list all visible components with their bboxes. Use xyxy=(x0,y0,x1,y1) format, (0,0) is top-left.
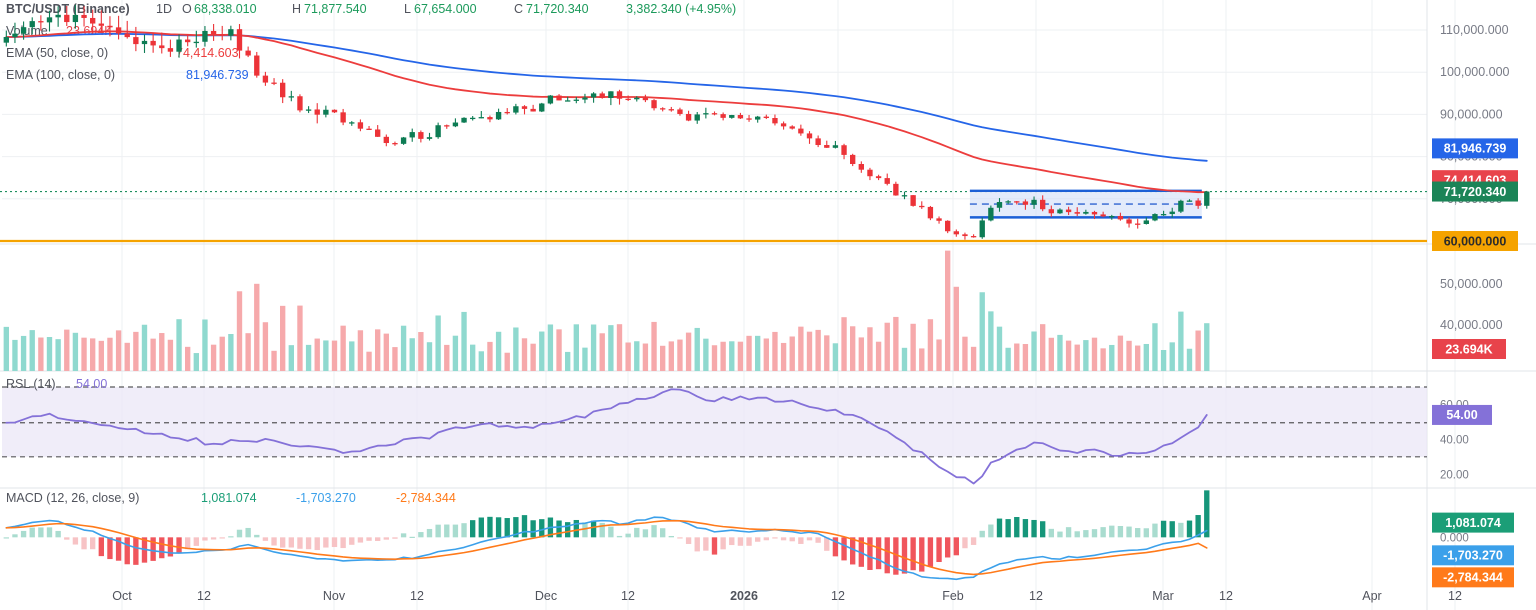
svg-text:12: 12 xyxy=(1029,589,1043,603)
svg-text:60,000.000: 60,000.000 xyxy=(1444,234,1507,248)
svg-text:81,946.739: 81,946.739 xyxy=(1444,142,1507,156)
svg-text:50,000.000: 50,000.000 xyxy=(1440,277,1503,291)
svg-text:-2,784.344: -2,784.344 xyxy=(1443,571,1503,585)
svg-text:100,000.000: 100,000.000 xyxy=(1440,65,1510,79)
svg-text:74,414.603: 74,414.603 xyxy=(176,46,239,60)
svg-text:12: 12 xyxy=(1448,589,1462,603)
svg-text:O: O xyxy=(182,2,192,16)
svg-text:68,338.010: 68,338.010 xyxy=(194,2,257,16)
svg-text:Dec: Dec xyxy=(535,589,557,603)
svg-text:1D: 1D xyxy=(156,2,172,16)
svg-text:C: C xyxy=(514,2,523,16)
svg-text:L: L xyxy=(404,2,411,16)
svg-text:54.00: 54.00 xyxy=(76,377,107,391)
svg-text:MACD (12, 26, close, 9): MACD (12, 26, close, 9) xyxy=(6,491,139,505)
svg-text:RSL (14): RSL (14) xyxy=(6,377,56,391)
svg-text:3,382.340 (+4.95%): 3,382.340 (+4.95%) xyxy=(626,2,736,16)
svg-text:Nov: Nov xyxy=(323,589,346,603)
svg-text:EMA (50, close, 0): EMA (50, close, 0) xyxy=(6,46,108,60)
svg-text:Oct: Oct xyxy=(112,589,132,603)
svg-text:12: 12 xyxy=(621,589,635,603)
svg-text:71,877.540: 71,877.540 xyxy=(304,2,367,16)
svg-text:2026: 2026 xyxy=(730,589,758,603)
svg-text:12: 12 xyxy=(831,589,845,603)
svg-text:71,720.340: 71,720.340 xyxy=(1444,185,1507,199)
svg-text:20.00: 20.00 xyxy=(1440,469,1469,481)
svg-text:12: 12 xyxy=(410,589,424,603)
svg-text:81,946.739: 81,946.739 xyxy=(186,68,249,82)
svg-text:BTC/USDT (Binance): BTC/USDT (Binance) xyxy=(6,2,130,16)
svg-text:Feb: Feb xyxy=(942,589,964,603)
svg-text:-1,703.270: -1,703.270 xyxy=(296,491,356,505)
svg-text:1,081.074: 1,081.074 xyxy=(1445,516,1501,530)
svg-text:90,000.000: 90,000.000 xyxy=(1440,107,1503,121)
svg-text:110,000.000: 110,000.000 xyxy=(1440,23,1509,37)
svg-text:67,654.000: 67,654.000 xyxy=(414,2,477,16)
svg-text:12: 12 xyxy=(1219,589,1233,603)
svg-text:EMA (100, close, 0): EMA (100, close, 0) xyxy=(6,68,115,82)
svg-text:54.00: 54.00 xyxy=(1446,408,1477,422)
svg-text:H: H xyxy=(292,2,301,16)
svg-text:-1,703.270: -1,703.270 xyxy=(1443,549,1503,563)
svg-text:23.694K: 23.694K xyxy=(1445,342,1492,356)
svg-text:-2,784.344: -2,784.344 xyxy=(396,491,456,505)
svg-text:Apr: Apr xyxy=(1362,589,1381,603)
svg-text:40.00: 40.00 xyxy=(1440,434,1469,446)
svg-text:1,081.074: 1,081.074 xyxy=(201,491,257,505)
svg-text:Mar: Mar xyxy=(1152,589,1174,603)
svg-text:0.000: 0.000 xyxy=(1440,532,1469,544)
svg-text:12: 12 xyxy=(197,589,211,603)
svg-text:40,000.000: 40,000.000 xyxy=(1440,318,1503,332)
svg-text:71,720.340: 71,720.340 xyxy=(526,2,589,16)
